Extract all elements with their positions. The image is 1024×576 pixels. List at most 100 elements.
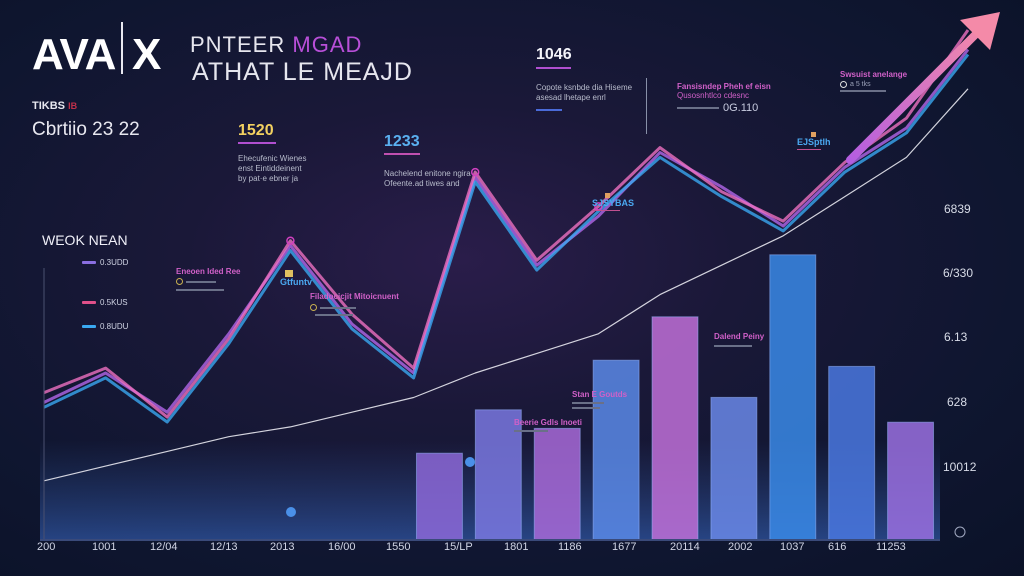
annotation-bar <box>514 430 548 432</box>
stat-value: 1233 <box>384 133 420 150</box>
legend-title: WEOK NEAN <box>42 232 128 248</box>
y-tick-label: 10012 <box>943 460 977 474</box>
legend-item[interactable]: 0.5KUS <box>82 298 128 307</box>
annotation-bar <box>714 345 752 347</box>
stat-desc-line: by pat·e ebner ja <box>238 174 299 183</box>
series-line-1 <box>43 29 970 419</box>
ring-icon <box>840 81 847 88</box>
annotation-bar <box>572 402 604 404</box>
moon-dot <box>465 457 475 467</box>
annotation-title: Eneoen Ided Ree <box>176 267 241 276</box>
skyline-building <box>474 409 522 541</box>
annotation-bar <box>840 90 886 92</box>
skyline-buildings <box>415 254 935 541</box>
skyline-building <box>828 365 876 541</box>
chart-series <box>43 29 970 482</box>
x-tick-label: 15/LP <box>444 541 473 553</box>
small-label: TIKBS IB <box>32 100 77 112</box>
peak-marker: SJSYBAS <box>592 193 634 211</box>
stat-desc-line: Nachelend enitone ngira <box>384 169 471 178</box>
peak-label: SJSYBAS <box>592 198 635 208</box>
annotation: Eneoen Ided Ree <box>176 267 240 291</box>
annotation-bar <box>186 280 216 283</box>
x-tick-label: 11253 <box>876 541 906 553</box>
peak-marker: Gtfuntv <box>280 270 312 287</box>
badge-icon <box>605 193 610 198</box>
ring-icon <box>176 278 183 285</box>
annotation-row: a 5 tks <box>840 81 907 88</box>
stat-underline <box>384 153 420 155</box>
x-tick-label: 200 <box>37 541 56 553</box>
x-tick-label: 1801 <box>504 541 529 553</box>
annotation-bar <box>320 306 356 309</box>
peak-point <box>470 167 480 177</box>
x-tick-label: 16/00 <box>328 541 356 553</box>
stat-desc-line: Copote ksnbde dia Hiseme <box>536 83 633 92</box>
annotation-title: Beerie Gdls Inoeti <box>514 418 583 427</box>
stat-block: 1233 Nachelend enitone ngira Ofeente.ad … <box>384 133 471 189</box>
annotation-bar <box>315 314 353 316</box>
annotation-title: Stan E Goutds <box>572 390 628 399</box>
annotation-value-row: 0G.110 <box>677 102 771 114</box>
annotation-value: 0G.110 <box>723 102 759 114</box>
x-tick-label: 12/13 <box>210 541 238 553</box>
moon-dot <box>286 507 296 517</box>
legend-label: 0.5KUS <box>100 298 128 307</box>
stat-desc-line: Ofeente.ad tiwes and <box>384 179 460 188</box>
stat-underline <box>238 142 276 144</box>
legend-item[interactable]: 0.8UDU <box>82 322 128 331</box>
annotation-title: Swsuist anelange <box>840 70 908 79</box>
x-tick-label: 616 <box>828 541 847 553</box>
legend-item[interactable]: 0.3UDD <box>82 258 128 267</box>
peak-label: EJSptlh <box>797 137 831 147</box>
legend-label: 0.8UDU <box>100 322 129 331</box>
logo-divider <box>121 22 123 74</box>
settings-icon[interactable] <box>954 526 966 538</box>
small-label-text: TIKBS <box>32 100 65 112</box>
legend-row: 0.3UDD <box>82 258 128 267</box>
stat-desc-line: asesad lhetape enrl <box>536 93 606 102</box>
annotation-title: Fansisndep Pheh ef eisn <box>677 82 771 91</box>
y-tick-label: 628 <box>947 395 968 409</box>
badge-icon <box>811 132 816 137</box>
peak-point <box>594 202 603 211</box>
x-tick-label: 1037 <box>780 541 805 553</box>
peak-marker: EJSptlh <box>797 132 831 150</box>
annotation-title: Filadocicjit Mitoicnuent <box>310 292 399 301</box>
logo-text: AVA <box>32 30 116 79</box>
annotation: Stan E Goutds <box>572 390 627 409</box>
stat-underline <box>536 67 571 69</box>
annotation: Beerie Gdls Inoeti <box>514 418 582 432</box>
y-tick-label: 6.13 <box>944 330 968 344</box>
x-tick-label: 2002 <box>728 541 753 553</box>
annotation: Fansisndep Pheh ef eisn Qusosnhtlco cdes… <box>677 82 771 114</box>
arrow-head-icon <box>960 12 1000 50</box>
y-tick-label: 6/330 <box>943 266 974 280</box>
x-tick-label: 12/04 <box>150 541 178 553</box>
skyline-building <box>887 421 935 541</box>
logo-x: X <box>132 30 162 79</box>
stat-desc-line: Ehecufenic Wienes <box>238 154 307 163</box>
headline-word: PNTEER <box>190 32 286 57</box>
annotation: Filadocicjit Mitoicnuent <box>310 292 399 316</box>
skyline-building <box>415 452 463 541</box>
headline-word-accent: MGAD <box>292 32 363 57</box>
skyline-building <box>533 427 581 541</box>
annotation-bar <box>176 289 224 291</box>
stat-value: 1046 <box>536 46 572 63</box>
headline-line2: ATHAT LE MEAJD <box>192 58 413 86</box>
skyline-building <box>592 359 640 541</box>
badge-icon <box>285 270 293 277</box>
peak-underline <box>592 210 620 211</box>
stat-desc-line: enst Eintiddeinent <box>238 164 302 173</box>
x-tick-label: 2013 <box>270 541 295 553</box>
series-line-trend <box>43 88 969 482</box>
annotation-title: Dalend Peiny <box>714 332 765 341</box>
growth-arrow <box>846 12 1000 164</box>
peak-label: Gtfuntv <box>280 277 312 287</box>
y-tick-label: 6839 <box>944 202 971 216</box>
x-tick-label: 1001 <box>92 541 117 553</box>
stat-value: 1520 <box>238 122 274 139</box>
annotation-row <box>310 304 399 311</box>
